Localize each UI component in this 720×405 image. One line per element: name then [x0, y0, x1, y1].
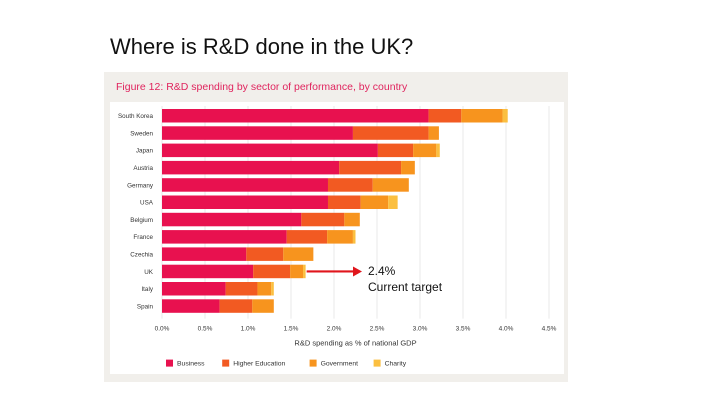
bar-sweden-government — [428, 126, 439, 140]
bar-spain-higher-education — [219, 299, 253, 313]
bar-france-higher-education — [286, 230, 328, 244]
bar-france-government — [327, 230, 353, 244]
bar-japan-higher-education — [377, 143, 414, 158]
bar-uk-government — [290, 264, 304, 279]
category-label-sweden: Sweden — [130, 130, 153, 137]
bar-japan-government — [413, 143, 437, 158]
bar-france-charity — [352, 230, 356, 244]
bar-south-korea-higher-education — [428, 109, 462, 123]
bar-germany-business — [162, 178, 328, 192]
bar-austria-government — [401, 160, 415, 175]
x-tick-label: 3.0% — [413, 326, 428, 333]
bar-japan-business — [162, 143, 378, 158]
category-label-austria: Austria — [133, 165, 153, 172]
category-label-south-korea: South Korea — [118, 113, 154, 120]
target-label: Current target — [368, 280, 443, 294]
bar-italy-higher-education — [225, 282, 258, 296]
bar-japan-charity — [436, 143, 440, 158]
bar-czechia-government — [283, 247, 314, 261]
stacked-bar-chart: 0.0% 0.5% 1.0% 1.5% 2.0% 2.5% 3.0% 3.5% 4.0% 4.5%… — [118, 106, 557, 368]
bar-usa-business — [162, 195, 328, 209]
bar-uk-higher-education — [253, 264, 291, 279]
bar-czechia-business — [162, 247, 247, 261]
x-tick-label: 3.5% — [456, 326, 471, 333]
category-label-spain: Spain — [137, 303, 154, 310]
bar-belgium-higher-education — [301, 212, 345, 227]
target-value: 2.4% — [368, 264, 396, 278]
x-axis-title: R&D spending as % of national GDP — [294, 339, 416, 348]
category-label-uk: UK — [144, 269, 154, 276]
x-tick-label: 1.0% — [241, 326, 256, 333]
bar-germany-government — [372, 178, 409, 192]
target-arrow-head — [353, 266, 362, 277]
bar-uk-business — [162, 264, 254, 279]
bar-usa-charity — [388, 195, 398, 209]
x-tick-label: 4.5% — [542, 326, 557, 333]
category-label-japan: Japan — [136, 148, 154, 155]
bar-spain-business — [162, 299, 220, 313]
bar-spain-government — [252, 299, 274, 313]
bar-sweden-business — [162, 126, 353, 140]
target-annotation: 2.4% Current target — [368, 263, 442, 295]
x-tick-label: 0.5% — [198, 326, 213, 333]
bar-south-korea-government — [461, 109, 503, 123]
x-tick-label: 4.0% — [499, 326, 514, 333]
bar-germany-higher-education — [327, 178, 373, 192]
category-label-germany: Germany — [127, 182, 154, 189]
bar-belgium-business — [162, 212, 302, 227]
x-tick-label: 1.5% — [284, 326, 299, 333]
bar-czechia-higher-education — [246, 247, 284, 261]
figure-title: Figure 12: R&D spending by sector of per… — [116, 81, 408, 93]
category-label-czechia: Czechia — [130, 251, 153, 258]
x-tick-label: 2.5% — [370, 326, 385, 333]
slide-title: Where is R&D done in the UK? — [110, 34, 414, 59]
bar-austria-business — [162, 160, 340, 175]
legend-label-higher-education: Higher Education — [233, 361, 285, 368]
bar-italy-charity — [271, 282, 274, 296]
legend-swatch-business — [166, 359, 173, 367]
legend-label-charity: Charity — [385, 361, 407, 368]
x-tick-label: 2.0% — [327, 326, 342, 333]
legend-swatch-charity — [373, 359, 381, 367]
bar-italy-government — [257, 282, 272, 296]
figure-panel: Figure 12: R&D spending by sector of per… — [104, 72, 568, 382]
legend-swatch-government — [309, 359, 317, 367]
category-label-belgium: Belgium — [130, 217, 153, 224]
plot-area: 0.0% 0.5% 1.0% 1.5% 2.0% 2.5% 3.0% 3.5% 4.0% 4.5%… — [110, 102, 564, 374]
bar-italy-business — [162, 282, 226, 296]
bar-south-korea-charity — [502, 109, 508, 123]
x-tick-label: 0.0% — [155, 326, 170, 333]
category-label-usa: USA — [140, 200, 154, 207]
bar-belgium-government — [344, 212, 360, 227]
bar-usa-higher-education — [327, 195, 361, 209]
bar-usa-government — [360, 195, 389, 209]
legend-label-business: Business — [177, 361, 205, 368]
legend-label-government: Government — [321, 361, 359, 368]
category-label-italy: Italy — [141, 286, 153, 293]
bar-austria-higher-education — [339, 160, 402, 175]
category-label-france: France — [133, 234, 153, 241]
bar-sweden-higher-education — [352, 126, 429, 140]
bar-france-business — [162, 230, 287, 244]
bar-uk-charity — [303, 264, 306, 279]
legend-swatch-higher-education — [222, 359, 230, 367]
bar-south-korea-business — [162, 109, 429, 123]
